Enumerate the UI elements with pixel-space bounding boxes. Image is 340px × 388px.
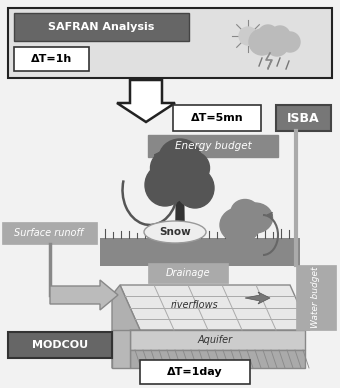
Text: SAFRAN Analysis: SAFRAN Analysis: [48, 22, 155, 32]
Bar: [276, 105, 331, 131]
Text: ΔT=1h: ΔT=1h: [31, 54, 72, 64]
Ellipse shape: [220, 208, 260, 242]
Ellipse shape: [145, 164, 185, 206]
Polygon shape: [112, 330, 130, 368]
Circle shape: [249, 29, 275, 55]
Text: ΔT=1day: ΔT=1day: [167, 367, 223, 377]
Ellipse shape: [144, 221, 206, 243]
Bar: [140, 360, 250, 384]
Text: Surface runoff: Surface runoff: [14, 228, 84, 238]
Text: MODCOU: MODCOU: [32, 340, 88, 350]
Polygon shape: [120, 285, 310, 330]
Text: ΔT=5mn: ΔT=5mn: [191, 113, 243, 123]
Circle shape: [258, 25, 278, 45]
Polygon shape: [112, 285, 140, 368]
Text: Aquifer: Aquifer: [198, 335, 233, 345]
Bar: [148, 263, 228, 283]
Bar: [14, 47, 89, 71]
Bar: [296, 265, 336, 330]
Circle shape: [239, 27, 257, 45]
Ellipse shape: [176, 168, 214, 208]
Ellipse shape: [231, 199, 259, 225]
Polygon shape: [130, 330, 305, 350]
Polygon shape: [245, 292, 270, 304]
Text: riverflows: riverflows: [171, 300, 219, 310]
Ellipse shape: [153, 150, 207, 200]
Text: Drainage: Drainage: [166, 268, 210, 278]
Text: Snow: Snow: [159, 227, 191, 237]
Polygon shape: [175, 175, 185, 238]
Bar: [173, 105, 261, 131]
Bar: [148, 135, 278, 157]
Text: ISBA: ISBA: [287, 111, 319, 125]
Circle shape: [280, 32, 300, 52]
Text: Water budget: Water budget: [311, 266, 321, 328]
Bar: [100, 238, 300, 266]
Polygon shape: [130, 350, 305, 368]
Bar: [14, 13, 189, 41]
Ellipse shape: [238, 203, 272, 233]
Bar: [8, 332, 112, 358]
Bar: [8, 8, 332, 78]
Ellipse shape: [151, 151, 186, 185]
Circle shape: [270, 26, 290, 46]
Polygon shape: [50, 280, 118, 310]
Text: Energy budget: Energy budget: [175, 141, 251, 151]
Bar: [2, 222, 97, 244]
Ellipse shape: [159, 139, 201, 177]
Ellipse shape: [176, 151, 209, 185]
Circle shape: [266, 34, 288, 56]
Polygon shape: [117, 80, 175, 122]
